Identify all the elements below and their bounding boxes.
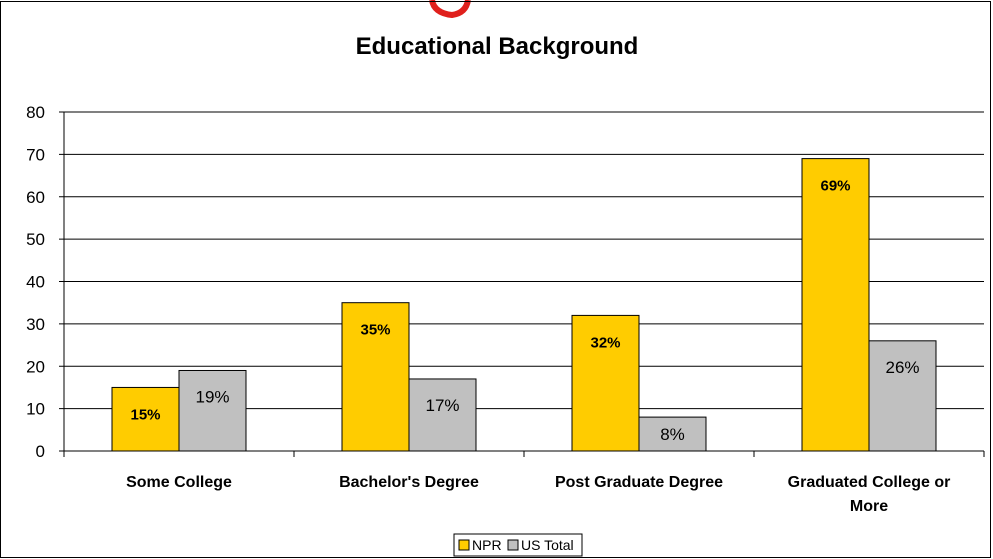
legend-swatch	[507, 539, 519, 551]
y-tick-label: 40	[26, 273, 45, 292]
legend: NPR US Total	[453, 533, 583, 557]
y-tick-label: 80	[26, 103, 45, 122]
data-label: 19%	[195, 387, 229, 406]
bar-us-total	[178, 369, 247, 452]
logo-fragment	[429, 0, 471, 19]
bar-npr	[571, 314, 640, 452]
y-tick-label: 20	[26, 357, 45, 376]
chart-title: Educational Background	[356, 33, 639, 60]
y-tick-label: 30	[26, 315, 45, 334]
x-category-label: Bachelor's Degree	[339, 474, 479, 491]
data-label: 17%	[425, 396, 459, 415]
bar-npr	[801, 158, 870, 452]
data-label: 8%	[660, 425, 685, 444]
data-label: 26%	[885, 358, 919, 377]
bar-npr	[341, 302, 410, 452]
y-tick-label: 60	[26, 188, 45, 207]
legend-label: NPR	[472, 537, 502, 553]
legend-swatch	[458, 539, 470, 551]
x-category-label: Graduated College or	[788, 474, 951, 491]
bars	[111, 158, 937, 452]
x-category-label: Some College	[126, 474, 232, 491]
data-label: 15%	[130, 406, 160, 423]
y-tick-label: 0	[36, 442, 45, 461]
x-category-label: Post Graduate Degree	[555, 474, 723, 491]
x-axis: Some College Bachelor's Degree Post Gradua…	[63, 450, 985, 515]
legend-label: US Total	[521, 537, 574, 553]
data-label: 35%	[360, 322, 390, 339]
x-category-label: More	[850, 498, 888, 515]
data-label: 32%	[590, 334, 620, 351]
data-label: 69%	[820, 178, 850, 195]
y-tick-label: 10	[26, 400, 45, 419]
bar-us-total	[408, 378, 477, 452]
y-tick-label: 70	[26, 145, 45, 164]
data-labels: 15% 19% 35% 17% 32% 8% 69% 26%	[130, 178, 919, 444]
y-axis: 0 10 20 30 40 50 60 70 80	[26, 103, 65, 461]
y-tick-label: 50	[26, 230, 45, 249]
